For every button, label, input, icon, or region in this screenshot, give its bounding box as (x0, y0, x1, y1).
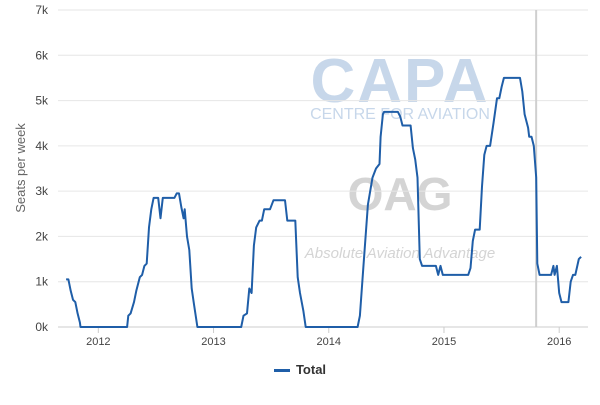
x-tick-label: 2016 (547, 336, 571, 348)
x-tick-label: 2014 (317, 336, 341, 348)
y-tick-label: 0k (35, 320, 49, 334)
y-tick-label: 2k (35, 229, 49, 243)
y-tick-label: 4k (35, 139, 49, 153)
x-tick-label: 2012 (86, 336, 110, 348)
y-tick-label: 7k (35, 3, 49, 17)
axes: 2012 2013 2014 2015 2016 (58, 326, 588, 348)
capa-logo: CAPA (310, 47, 489, 116)
y-axis-label: Seats per week (13, 123, 28, 213)
y-tick-label: 6k (35, 48, 49, 62)
y-tick-label: 3k (35, 184, 49, 198)
x-tick-label: 2013 (201, 336, 225, 348)
gridlines: 0k 1k 2k 3k 4k 5k 6k 7k (35, 3, 588, 334)
oag-subtitle: Absolute Aviation Advantage (304, 245, 495, 262)
oag-logo: OAG (348, 168, 453, 220)
legend[interactable]: Total (0, 362, 600, 377)
y-tick-label: 5k (35, 94, 49, 108)
x-tick-label: 2015 (432, 336, 456, 348)
series-line-total (66, 76, 582, 328)
legend-label: Total (295, 362, 327, 377)
y-tick-label: 1k (35, 275, 49, 289)
legend-swatch (273, 369, 290, 373)
series-layer (66, 76, 582, 328)
